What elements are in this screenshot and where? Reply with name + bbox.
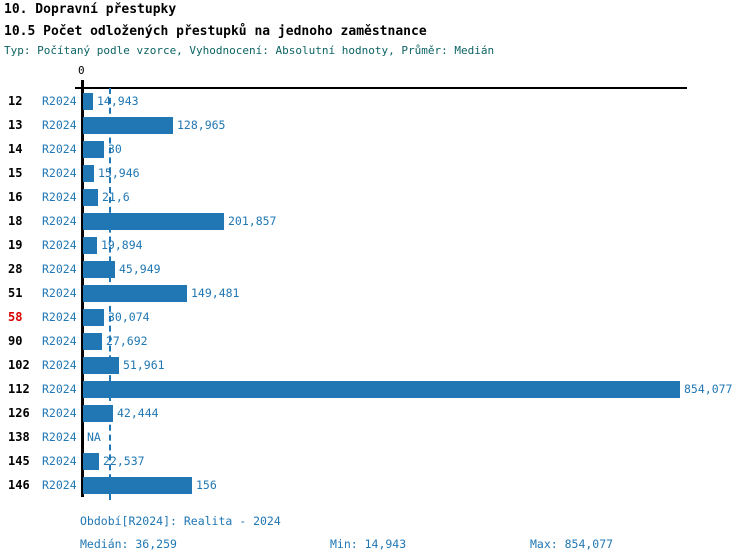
bar-value-label: 45,949 [119,262,161,276]
y-axis-line [81,80,84,497]
row-id-label: 138 [8,430,30,444]
bar[interactable] [83,164,94,182]
report-title: 10. Dopravní přestupky [4,2,177,17]
row-period-label: R2024 [42,454,77,468]
bar-value-label: 201,857 [228,214,277,228]
row-period-label: R2024 [42,190,77,204]
bar-value-label: 51,961 [123,358,165,372]
row-id-label: 14 [8,142,23,156]
bar[interactable] [83,332,102,350]
row-period-label: R2024 [42,238,77,252]
footer-period: Období[R2024]: Realita - 2024 [80,514,281,528]
bar[interactable] [83,356,119,374]
bar-rows: 12 R2024 14,943 13 R2024 128,965 14 R202… [0,89,750,497]
row-id-label: 18 [8,214,23,228]
row-id-label: 145 [8,454,30,468]
bar-value-label: 22,537 [103,454,145,468]
row-id-label: 51 [8,286,23,300]
bar-value-label: 128,965 [177,118,226,132]
bar-value-label: 30,074 [108,310,150,324]
row-id-label: 102 [8,358,30,372]
bar[interactable] [83,236,97,254]
row-id-label: 112 [8,382,30,396]
bar[interactable] [83,188,98,206]
chart-row: 138 R2024 NA [0,425,750,449]
row-id-label: 15 [8,166,23,180]
chart-row: 51 R2024 149,481 [0,281,750,305]
footer-max: Max: 854,077 [530,537,614,551]
row-period-label: R2024 [42,262,77,276]
bar[interactable] [83,404,113,422]
chart-row: 13 R2024 128,965 [0,113,750,137]
bar-value-label: 15,946 [98,166,140,180]
row-id-label: 146 [8,478,30,492]
bar[interactable] [83,92,93,110]
bar[interactable] [83,452,99,470]
chart-row: 28 R2024 45,949 [0,257,750,281]
bar[interactable] [83,260,115,278]
row-period-label: R2024 [42,142,77,156]
footer-min: Min: 14,943 [330,537,407,551]
row-period-label: R2024 [42,406,77,420]
bar-value-label: 14,943 [97,94,139,108]
row-period-label: R2024 [42,118,77,132]
row-period-label: R2024 [42,478,77,492]
row-period-label: R2024 [42,94,77,108]
chart-row: 15 R2024 15,946 [0,161,750,185]
chart-title: 10.5 Počet odložených přestupků na jedno… [4,24,427,39]
chart-row: 145 R2024 22,537 [0,449,750,473]
row-period-label: R2024 [42,334,77,348]
chart-row: 14 R2024 30 [0,137,750,161]
bar-value-label: NA [87,430,101,444]
bar-value-label: 21,6 [102,190,130,204]
chart-row: 126 R2024 42,444 [0,401,750,425]
row-period-label: R2024 [42,166,77,180]
footer-median: Medián: 36,259 [80,537,177,551]
chart-row: 18 R2024 201,857 [0,209,750,233]
chart-row: 58 R2024 30,074 [0,305,750,329]
row-id-label: 19 [8,238,23,252]
row-period-label: R2024 [42,310,77,324]
bar-value-label: 156 [196,478,217,492]
bar[interactable] [83,116,173,134]
row-id-label: 58 [8,310,23,324]
row-id-label: 16 [8,190,23,204]
bar[interactable] [83,380,680,398]
row-id-label: 12 [8,94,23,108]
chart-row: 102 R2024 51,961 [0,353,750,377]
chart-row: 146 R2024 156 [0,473,750,497]
row-period-label: R2024 [42,286,77,300]
bar-value-label: 149,481 [191,286,240,300]
bar-value-label: 854,077 [684,382,733,396]
row-period-label: R2024 [42,358,77,372]
bar[interactable] [83,212,224,230]
row-period-label: R2024 [42,382,77,396]
bar-value-label: 30 [108,142,122,156]
chart-row: 90 R2024 27,692 [0,329,750,353]
bar[interactable] [83,308,104,326]
bar[interactable] [83,284,187,302]
bar-value-label: 42,444 [117,406,159,420]
chart-meta-line: Typ: Počítaný podle vzorce, Vyhodnocení:… [4,44,495,57]
x-axis-line [75,87,687,89]
chart-row: 12 R2024 14,943 [0,89,750,113]
chart-row: 112 R2024 854,077 [0,377,750,401]
bar[interactable] [83,140,104,158]
row-period-label: R2024 [42,430,77,444]
x-axis-zero-label: 0 [78,64,85,77]
chart-row: 16 R2024 21,6 [0,185,750,209]
bar-value-label: 27,692 [106,334,148,348]
bar[interactable] [83,476,192,494]
row-id-label: 90 [8,334,23,348]
row-period-label: R2024 [42,214,77,228]
row-id-label: 13 [8,118,23,132]
bar-value-label: 19,894 [101,238,143,252]
row-id-label: 28 [8,262,23,276]
chart-row: 19 R2024 19,894 [0,233,750,257]
row-id-label: 126 [8,406,30,420]
